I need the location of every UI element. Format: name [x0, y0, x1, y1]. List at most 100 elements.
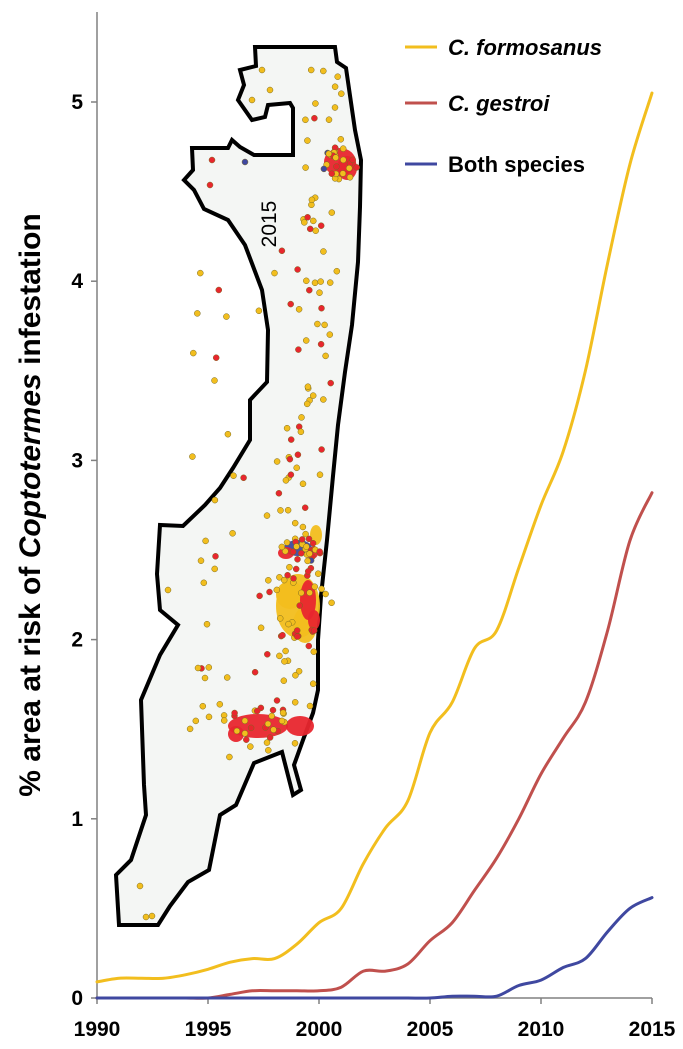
series-line-0	[95, 91, 654, 984]
map-dot	[298, 536, 306, 543]
map-dot	[199, 702, 207, 710]
map-dot	[211, 565, 218, 573]
map-dot	[298, 414, 305, 421]
map-dot	[333, 267, 341, 275]
map-dot	[273, 586, 281, 594]
map-dot	[302, 116, 309, 124]
map-dot	[212, 354, 220, 361]
map-dot	[302, 164, 309, 171]
map-dot	[273, 697, 281, 704]
map-cluster	[308, 610, 320, 630]
map-dot	[332, 154, 339, 161]
map-dot	[205, 713, 213, 721]
map-dot	[230, 472, 237, 479]
map-dot	[314, 570, 322, 577]
map-dot	[216, 701, 224, 708]
map-dot	[296, 602, 303, 609]
map-dot	[349, 156, 356, 164]
map-dot	[278, 543, 286, 551]
map-dot	[309, 392, 317, 399]
map-dot	[256, 592, 263, 600]
map-dot	[320, 165, 328, 173]
map-dot	[299, 523, 307, 531]
map-dot	[201, 674, 209, 682]
map-dot	[318, 446, 325, 453]
map-dot	[224, 430, 232, 438]
map-dot	[310, 627, 318, 634]
map-dot	[331, 83, 339, 90]
map-dot	[310, 648, 318, 655]
map-dot	[325, 116, 333, 123]
map-dot	[293, 627, 301, 634]
series-line-2	[95, 896, 654, 1000]
map-dot	[311, 114, 318, 122]
map-dot	[302, 337, 310, 344]
x-tick-label: 2005	[407, 1018, 454, 1041]
infestation-dots	[136, 66, 360, 921]
map-dot	[326, 279, 334, 286]
map-dot	[290, 575, 297, 582]
map-dot	[247, 724, 255, 732]
y-tick-label: 2	[71, 629, 83, 652]
x-tick-label: 2000	[296, 1018, 343, 1041]
map-dot	[339, 145, 347, 152]
x-tick-label: 1995	[185, 1018, 232, 1041]
map-dot	[197, 557, 205, 564]
map-dot	[270, 726, 277, 733]
map-dot	[189, 453, 196, 460]
map-dot	[284, 571, 291, 579]
map-dot	[277, 507, 284, 514]
map-dot	[280, 677, 288, 684]
map-dot	[266, 86, 274, 94]
map-dot	[229, 530, 236, 537]
map-dot	[311, 583, 318, 590]
map-dot	[283, 539, 291, 546]
map-dot	[282, 547, 289, 555]
y-tick-label: 5	[71, 91, 83, 114]
map-dot	[310, 217, 317, 225]
map-dot	[208, 156, 216, 164]
map-year-label: 2015	[258, 201, 281, 248]
map-dot	[298, 550, 305, 557]
map-dot	[266, 734, 274, 741]
map-dot	[326, 331, 334, 338]
x-axis-ticks: 1990 1995 2000 2005 2010 2015	[74, 998, 676, 1041]
map-dot	[164, 586, 172, 594]
legend-label: C. gestroi	[448, 91, 550, 116]
map-dot	[266, 588, 273, 596]
map-cluster	[286, 716, 314, 736]
map-dot	[286, 455, 294, 463]
map-dot	[142, 913, 150, 921]
map-dot	[316, 289, 323, 296]
map-dot	[253, 707, 261, 715]
map-dot	[318, 585, 325, 593]
legend-label: C. formosanus	[448, 35, 602, 60]
map-dot	[233, 727, 241, 735]
map-dot	[240, 474, 247, 482]
map-dot	[295, 668, 303, 675]
map-dot	[301, 219, 308, 226]
map-dot	[269, 706, 277, 714]
map-dot	[317, 340, 325, 348]
map-dot	[203, 620, 211, 628]
map-dot	[316, 548, 323, 555]
map-dot	[307, 66, 315, 74]
map-dot	[251, 668, 259, 676]
map-dot	[291, 519, 299, 527]
map-dot	[211, 496, 219, 504]
map-dot	[202, 537, 209, 545]
map-dot	[264, 651, 271, 658]
map-dot	[276, 574, 283, 581]
map-dot	[186, 725, 194, 733]
map-cluster	[300, 580, 316, 620]
map-dot	[321, 321, 328, 329]
map-dot	[346, 174, 354, 181]
map-dot	[334, 73, 341, 80]
map-dot	[192, 717, 200, 725]
map-dot	[317, 222, 325, 229]
map-dot	[309, 539, 317, 547]
map-dot	[318, 304, 325, 312]
map-dot	[268, 712, 275, 720]
map-dot	[257, 624, 265, 632]
map-dot	[305, 642, 313, 650]
